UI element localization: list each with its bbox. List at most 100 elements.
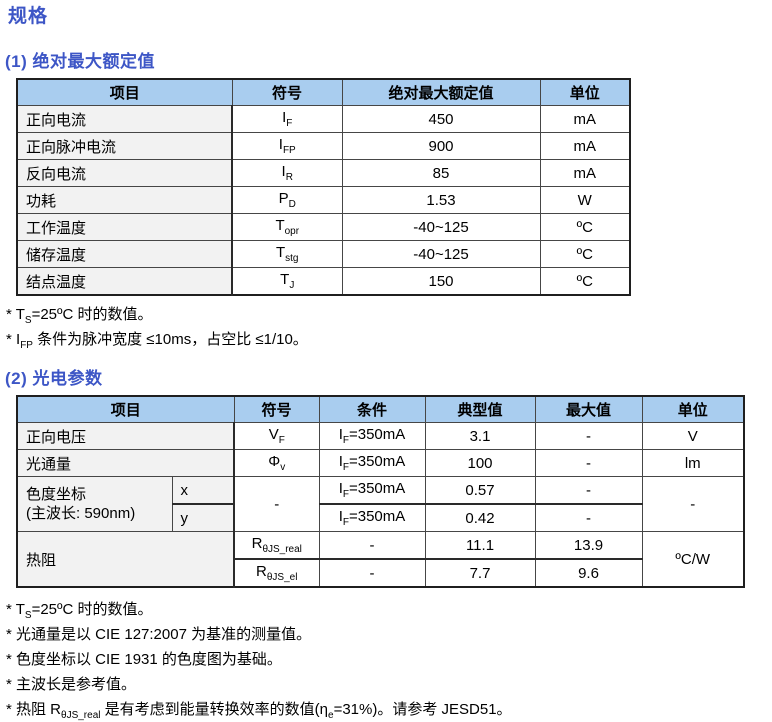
symbol-cell: IF bbox=[231, 105, 343, 133]
table-row-luminous-flux: 光通量 Φv IF=350mA 100 - lm bbox=[16, 449, 745, 477]
value-cell: -40~125 bbox=[341, 240, 541, 268]
sub-item-cell-y: y bbox=[171, 503, 235, 532]
item-cell: 热阻 bbox=[16, 531, 235, 588]
header-abs-max: 绝对最大额定值 bbox=[341, 78, 541, 106]
symbol-cell: PD bbox=[231, 186, 343, 214]
item-cell: 正向电压 bbox=[16, 422, 235, 450]
unit-cell: - bbox=[641, 476, 745, 532]
value-cell: 900 bbox=[341, 132, 541, 160]
header-unit: 单位 bbox=[641, 395, 745, 423]
item-cell: 结点温度 bbox=[16, 267, 233, 296]
footnote: * IFP 条件为脉冲宽度 ≤10ms，占空比 ≤1/10。 bbox=[6, 331, 308, 351]
symbol-cell: VF bbox=[233, 422, 320, 450]
condition-cell: IF=350mA bbox=[318, 449, 426, 477]
page-title: 规格 bbox=[8, 6, 49, 27]
section1-heading: (1) 绝对最大额定值 bbox=[5, 52, 155, 71]
max-cell: 13.9 bbox=[534, 531, 643, 560]
unit-cell: ºC bbox=[539, 213, 631, 241]
datasheet-page: 规格 (1) 绝对最大额定值 项目 符号 绝对最大额定值 单位 正向电流 IF 45… bbox=[0, 6, 772, 721]
chroma-wavelength: (主波长: 590nm) bbox=[26, 505, 136, 522]
footnote: * 色度坐标以 CIE 1931 的色度图为基础。 bbox=[6, 651, 282, 668]
header-unit: 单位 bbox=[539, 78, 631, 106]
symbol-cell: IFP bbox=[231, 132, 343, 160]
value-cell: -40~125 bbox=[341, 213, 541, 241]
table-header-row: 项目 符号 绝对最大额定值 单位 bbox=[16, 78, 631, 106]
table-row-chromaticity-y: y IF=350mA 0.42 - bbox=[17, 503, 744, 532]
symbol-cell: TJ bbox=[231, 267, 343, 296]
typical-cell: 0.57 bbox=[424, 476, 536, 505]
condition-cell: IF=350mA bbox=[318, 422, 426, 450]
unit-cell: mA bbox=[539, 132, 631, 160]
item-cell: 功耗 bbox=[16, 186, 233, 214]
section1-footnotes: * TS=25ºC 时的数值。 * IFP 条件为脉冲宽度 ≤10ms，占空比 … bbox=[6, 302, 772, 352]
table-row: 正向电流 IF 450 mA bbox=[16, 105, 631, 133]
table-row: 结点温度 TJ 150 ºC bbox=[16, 267, 631, 296]
max-cell: 9.6 bbox=[534, 558, 643, 588]
condition-cell: IF=350mA bbox=[318, 503, 426, 532]
max-cell: - bbox=[534, 422, 643, 450]
value-cell: 150 bbox=[341, 267, 541, 296]
unit-cell: W bbox=[539, 186, 631, 214]
unit-cell: V bbox=[641, 422, 745, 450]
opto-electrical-table: 项目 符号 条件 典型值 最大值 单位 正向电压 VF IF=350mA 3.1… bbox=[16, 395, 745, 588]
item-cell: 工作温度 bbox=[16, 213, 233, 241]
typical-cell: 100 bbox=[424, 449, 536, 477]
item-cell: 储存温度 bbox=[16, 240, 233, 268]
header-symbol: 符号 bbox=[231, 78, 343, 106]
typical-cell: 7.7 bbox=[424, 558, 536, 588]
max-cell: - bbox=[534, 449, 643, 477]
symbol-cell: RθJS_real bbox=[233, 531, 320, 560]
max-cell: - bbox=[534, 476, 643, 505]
value-cell: 85 bbox=[341, 159, 541, 187]
condition-cell: IF=350mA bbox=[318, 476, 426, 505]
footnote: * 热阻 RθJS_real 是有考虑到能量转换效率的数值(ηe=31%)。请参… bbox=[6, 701, 512, 721]
table-row: 储存温度 Tstg -40~125 ºC bbox=[16, 240, 631, 268]
abs-max-ratings-table: 项目 符号 绝对最大额定值 单位 正向电流 IF 450 mA 正向脉冲电流 IFP 900… bbox=[16, 78, 631, 296]
condition-cell: - bbox=[318, 531, 426, 560]
section2-footnotes: * TS=25ºC 时的数值。 * 光通量是以 CIE 127:2007 为基准… bbox=[6, 597, 772, 722]
unit-cell: ºC/W bbox=[641, 531, 745, 588]
typical-cell: 11.1 bbox=[424, 531, 536, 560]
typical-cell: 3.1 bbox=[424, 422, 536, 450]
header-item: 项目 bbox=[16, 395, 235, 423]
condition-cell: - bbox=[318, 558, 426, 588]
footnote: * TS=25ºC 时的数值。 bbox=[6, 306, 153, 326]
value-cell: 1.53 bbox=[341, 186, 541, 214]
table-header-row: 项目 符号 条件 典型值 最大值 单位 bbox=[16, 395, 745, 423]
item-cell: 色度坐标 (主波长: 590nm) bbox=[16, 476, 173, 532]
symbol-cell: Tstg bbox=[231, 240, 343, 268]
symbol-cell: RθJS_el bbox=[233, 558, 320, 588]
table-row-thermal-el: RθJS_el - 7.7 9.6 bbox=[17, 558, 744, 588]
header-max: 最大值 bbox=[534, 395, 643, 423]
table-row: 反向电流 IR 85 mA bbox=[16, 159, 631, 187]
unit-cell: ºC bbox=[539, 240, 631, 268]
header-item: 项目 bbox=[16, 78, 233, 106]
chroma-title: 色度坐标 bbox=[26, 486, 87, 503]
section2-heading: (2) 光电参数 bbox=[5, 369, 103, 388]
table-row: 功耗 PD 1.53 W bbox=[16, 186, 631, 214]
typical-cell: 0.42 bbox=[424, 503, 536, 532]
footnote: * TS=25ºC 时的数值。 bbox=[6, 601, 153, 621]
item-cell: 正向电流 bbox=[16, 105, 233, 133]
value-cell: 450 bbox=[341, 105, 541, 133]
symbol-cell: Φv bbox=[233, 449, 320, 477]
table-row: 正向脉冲电流 IFP 900 mA bbox=[16, 132, 631, 160]
symbol-cell: Topr bbox=[231, 213, 343, 241]
header-symbol: 符号 bbox=[233, 395, 320, 423]
table-row-thermal-real: 热阻 RθJS_real - 11.1 13.9 ºC/W bbox=[16, 531, 745, 588]
unit-cell: mA bbox=[539, 159, 631, 187]
unit-cell: ºC bbox=[539, 267, 631, 296]
header-condition: 条件 bbox=[318, 395, 426, 423]
table-row-chromaticity-x: 色度坐标 (主波长: 590nm) x - IF=350mA 0.57 - - bbox=[16, 476, 745, 532]
item-cell: 反向电流 bbox=[16, 159, 233, 187]
symbol-cell: - bbox=[233, 476, 320, 532]
unit-cell: mA bbox=[539, 105, 631, 133]
item-cell: 光通量 bbox=[16, 449, 235, 477]
footnote: * 光通量是以 CIE 127:2007 为基准的测量值。 bbox=[6, 626, 312, 643]
item-cell: 正向脉冲电流 bbox=[16, 132, 233, 160]
symbol-cell: IR bbox=[231, 159, 343, 187]
unit-cell: lm bbox=[641, 449, 745, 477]
table-row-forward-voltage: 正向电压 VF IF=350mA 3.1 - V bbox=[16, 422, 745, 450]
header-typical: 典型值 bbox=[424, 395, 536, 423]
footnote: * 主波长是参考值。 bbox=[6, 676, 137, 693]
